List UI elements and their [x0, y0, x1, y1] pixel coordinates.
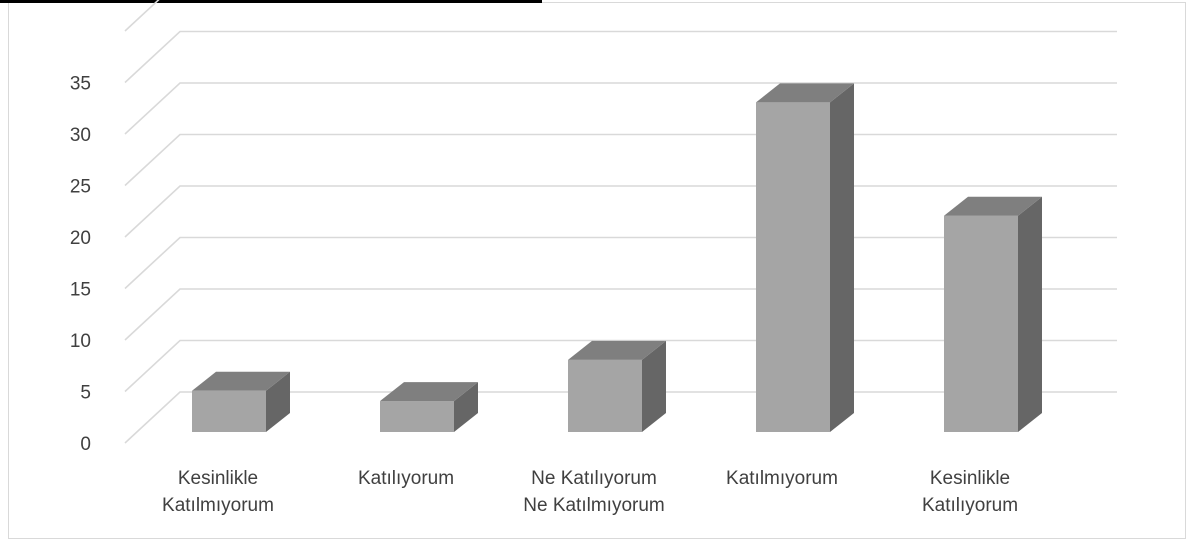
bar: [756, 83, 854, 433]
bar: [944, 196, 1042, 432]
bar-top-face: [568, 340, 666, 360]
gridline: [124, 0, 160, 32]
x-category-label: Ne Katılıyorum Ne Katılmıyorum: [523, 468, 664, 516]
bar-front-face: [192, 390, 266, 432]
x-category-label-line: Katılmıyorum: [726, 468, 838, 489]
bar-top-face: [944, 196, 1042, 216]
bar-side-face: [454, 382, 478, 432]
x-axis-category-labels: Kesinlikle Katılmıyorum Katılıyorum Ne Katı…: [162, 468, 1018, 516]
y-tick-label: 5: [80, 383, 91, 404]
bar: [192, 371, 290, 432]
x-category-label-line: Kesinlikle: [178, 468, 258, 489]
gridline: [124, 133, 1117, 187]
y-tick-label: 10: [70, 331, 91, 352]
bar-front-face: [568, 359, 642, 432]
x-category-label-line: Katılıyorum: [922, 495, 1018, 516]
y-tick-label: 30: [70, 125, 91, 146]
gridline: [124, 30, 1117, 84]
bars: [192, 83, 1042, 433]
y-tick-label: 35: [70, 74, 91, 95]
x-category-label-line: Kesinlikle: [930, 468, 1010, 489]
x-category-label-line: Katılmıyorum: [162, 495, 274, 516]
bar-top-face: [756, 83, 854, 103]
bar-front-face: [756, 102, 830, 433]
x-category-label: Kesinlikle Katılıyorum: [922, 468, 1018, 516]
y-tick-label: 20: [70, 228, 91, 249]
y-tick-label: 25: [70, 177, 91, 198]
bar-front-face: [380, 401, 454, 432]
bar-top-face: [380, 382, 478, 402]
y-tick-label: 0: [80, 434, 91, 455]
y-tick-label: 15: [70, 280, 91, 301]
x-category-label-line: Ne Katılmıyorum: [523, 495, 664, 516]
bar-side-face: [266, 371, 290, 432]
bar: [380, 382, 478, 432]
bar-front-face: [944, 215, 1018, 432]
gridline: [124, 82, 1117, 135]
x-category-label: Kesinlikle Katılmıyorum: [162, 468, 274, 516]
y-axis-tick-labels: 0 5 10 15 20 25 30 35: [70, 74, 91, 456]
x-category-label-line: Katılıyorum: [358, 468, 454, 489]
top-border-bar: [0, 0, 542, 3]
bar-top-face: [192, 371, 290, 391]
x-category-label: Katılmıyorum: [726, 468, 838, 489]
x-category-label-line: Ne Katılıyorum: [531, 468, 657, 489]
bar: [568, 340, 666, 432]
bar-side-face: [1018, 196, 1042, 432]
bar-side-face: [830, 83, 854, 433]
bar-side-face: [642, 340, 666, 432]
x-category-label: Katılıyorum: [358, 468, 454, 489]
